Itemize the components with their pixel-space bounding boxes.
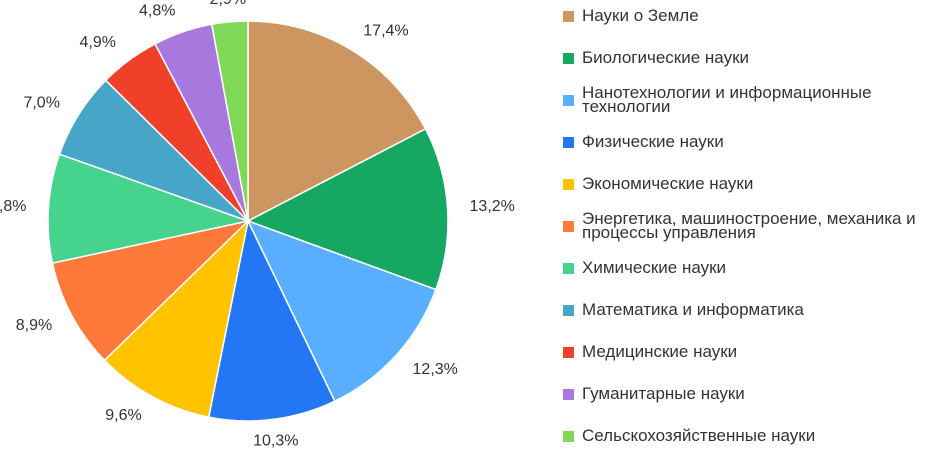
legend-item: Энергетика, машиностроение, механика и п… <box>563 205 948 247</box>
legend-item: Математика и информатика <box>563 289 948 331</box>
data-label: 12,3% <box>413 361 458 378</box>
pie-slice <box>47 153 251 264</box>
legend-item: Науки о Земле <box>563 0 948 37</box>
legend-label: Медицинские науки <box>582 342 738 361</box>
pie-slice <box>247 20 427 223</box>
legend-item: Физические науки <box>563 121 948 163</box>
legend-label: Сельскохозяйственные науки <box>582 426 816 445</box>
legend-item: Медицинские науки <box>563 331 948 373</box>
legend-swatch <box>563 52 574 64</box>
data-label: 17,4% <box>363 23 408 40</box>
data-label: 8,8% <box>0 198 26 215</box>
data-label: 13,2% <box>470 198 515 215</box>
legend-swatch <box>563 430 574 442</box>
legend: Науки о Земле Биологические науки Нанотехн… <box>563 0 948 457</box>
data-label: 2,9% <box>210 0 246 8</box>
legend-label: Биологические науки <box>582 48 750 67</box>
legend-swatch <box>563 304 574 316</box>
data-label: 7,0% <box>23 94 59 111</box>
data-label: 10,3% <box>253 432 298 449</box>
legend-label: Физические науки <box>582 132 724 151</box>
legend-swatch <box>563 178 574 190</box>
data-label: 4,9% <box>79 34 115 51</box>
legend-label: Гуманитарные науки <box>582 384 745 403</box>
legend-label: Химические науки <box>582 258 727 277</box>
legend-item: Сельскохозяйственные науки <box>563 415 948 457</box>
legend-swatch <box>563 388 574 400</box>
pie-slice <box>103 218 250 418</box>
legend-swatch <box>563 94 574 106</box>
legend-label: Науки о Земле <box>582 6 699 25</box>
legend-label: Нанотехнологии и информационные технолог… <box>582 83 872 116</box>
data-label: 4,8% <box>139 2 175 19</box>
legend-item: Экономические науки <box>563 163 948 205</box>
legend-label: Экономические науки <box>582 174 754 193</box>
legend-item: Химические науки <box>563 247 948 289</box>
legend-item: Нанотехнологии и информационные технолог… <box>563 79 948 121</box>
legend-label: Энергетика, машиностроение, механика и п… <box>582 209 916 242</box>
pie-slice <box>207 218 336 422</box>
legend-swatch <box>563 10 574 22</box>
pie-slice <box>246 219 437 403</box>
legend-swatch <box>563 346 574 358</box>
data-label: 8,9% <box>16 317 52 334</box>
legend-swatch <box>563 136 574 148</box>
pie-slice <box>246 127 449 291</box>
legend-item: Биологические науки <box>563 37 948 79</box>
pie-slice <box>210 20 249 222</box>
legend-item: Гуманитарные науки <box>563 373 948 415</box>
data-label: 9,6% <box>105 407 141 424</box>
legend-swatch <box>563 220 574 232</box>
pie-slice <box>51 219 251 362</box>
legend-label: Математика и информатика <box>582 300 804 319</box>
legend-swatch <box>563 262 574 274</box>
